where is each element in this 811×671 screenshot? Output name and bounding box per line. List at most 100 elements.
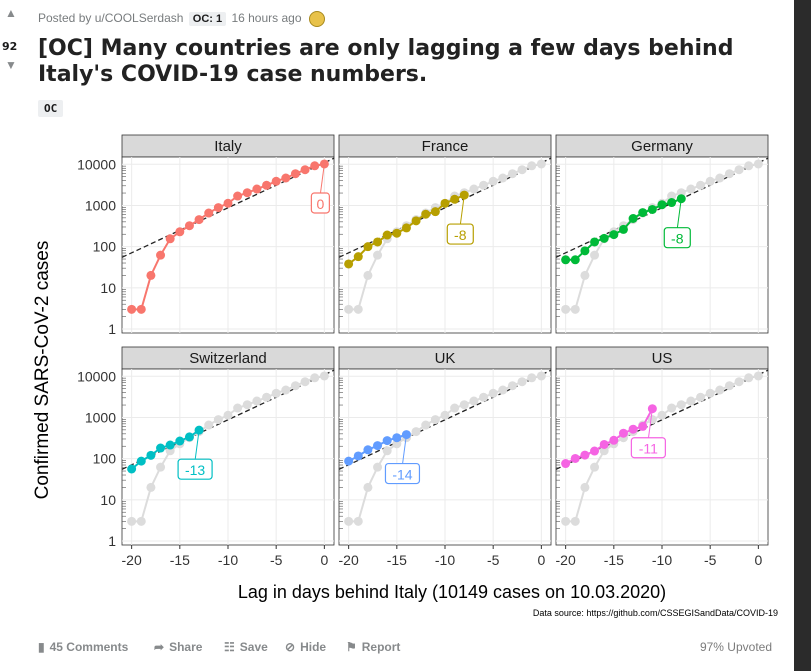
italy-background-point <box>440 410 450 420</box>
italy-background-point <box>696 180 706 190</box>
posted-by-user[interactable]: Posted by u/COOLSerdash <box>38 11 184 26</box>
italy-background-point <box>459 400 469 410</box>
italy-background-point <box>344 304 354 314</box>
panel-germany: Germany -8 <box>555 134 769 334</box>
data-point <box>570 255 580 265</box>
award-icon[interactable] <box>308 11 325 27</box>
lag-label-box <box>630 437 666 459</box>
lag-label: -8 <box>671 231 684 247</box>
italy-background-point <box>667 403 677 413</box>
data-point <box>127 304 137 314</box>
data-point <box>561 255 571 265</box>
comments-button[interactable]: ▮ 45 Comments <box>38 640 128 654</box>
lag-label-box <box>446 223 474 245</box>
italy-background-point <box>715 385 725 395</box>
data-point <box>252 184 262 194</box>
italy-background-point <box>590 462 600 472</box>
italy-background-point <box>382 446 392 456</box>
upvote-ratio: 97% Upvoted <box>699 640 772 654</box>
x-tick-label: -10 <box>218 552 238 568</box>
data-point <box>136 304 146 314</box>
data-point <box>281 173 291 183</box>
hide-button[interactable]: ⊘ Hide <box>285 640 326 654</box>
italy-background-point <box>204 420 214 430</box>
lag-label: -11 <box>639 441 658 457</box>
data-point <box>184 221 194 231</box>
panel-uk: UK -14 -20 -15 -10 -5 0 <box>339 346 552 568</box>
vote-score: 92 <box>2 40 18 53</box>
data-point <box>590 237 600 247</box>
lag-label: -8 <box>454 227 467 243</box>
report-button[interactable]: ⚑ Report <box>346 640 400 654</box>
data-point <box>184 432 194 442</box>
italy-background-point <box>310 373 320 383</box>
data-point <box>618 224 628 234</box>
post-time[interactable]: 16 hours ago <box>231 11 302 26</box>
y-tick-label: 10000 <box>77 368 116 384</box>
data-point <box>667 198 677 208</box>
x-tick-label: -10 <box>652 552 672 568</box>
data-point <box>300 165 310 175</box>
y-tick-label: 1 <box>108 533 116 549</box>
comments-label: 45 Comments <box>49 640 129 654</box>
italy-background-point <box>580 270 590 280</box>
data-point <box>628 424 638 434</box>
data-point <box>353 252 363 262</box>
italy-background-point <box>353 304 363 314</box>
italy-background-point <box>724 169 734 179</box>
flag-icon: ⚑ <box>346 640 357 654</box>
lag-label-box <box>310 192 330 214</box>
y-tick-label: 100 <box>93 451 117 467</box>
data-point <box>430 207 440 217</box>
data-point <box>175 227 185 237</box>
italy-background-point <box>271 388 281 398</box>
panel-us: US -11 -20 -15 -10 -5 0 <box>556 346 769 568</box>
data-point <box>599 233 609 243</box>
label-leader <box>319 163 325 195</box>
arrow-up-icon[interactable]: ▲ <box>5 6 17 20</box>
italy-background-point <box>696 392 706 402</box>
panel-title: Italy <box>214 138 242 155</box>
x-tick-label: -5 <box>704 552 717 568</box>
italy-background-point <box>281 385 291 395</box>
italy-background-point <box>507 381 517 391</box>
panel-switzerland: Switzerland -13 10000 1000 100 10 1 -20 -15 -10 -5… <box>77 346 335 568</box>
italy-background-point <box>421 420 431 430</box>
panel-title: UK <box>435 350 456 367</box>
data-point <box>373 441 383 451</box>
italy-background-point <box>686 396 696 406</box>
post-meta: Posted by u/COOLSerdash OC: 1 16 hours a… <box>38 11 325 27</box>
label-leader <box>194 430 200 461</box>
italy-background-point <box>676 400 686 410</box>
italy-background-point <box>590 250 600 260</box>
italy-background-point <box>488 176 498 186</box>
italy-background-point <box>469 396 479 406</box>
y-tick-label: 1000 <box>85 409 116 425</box>
italy-background-point <box>450 403 460 413</box>
post-flair[interactable]: OC <box>38 100 64 117</box>
italy-background-point <box>136 516 146 526</box>
arrow-down-icon[interactable]: ▼ <box>5 58 17 72</box>
save-button[interactable]: ☷ Save <box>224 640 268 654</box>
data-point <box>421 209 431 219</box>
post-title[interactable]: [OC] Many countries are only lagging a f… <box>38 36 734 87</box>
data-point <box>401 223 411 233</box>
share-button[interactable]: ➦ Share <box>154 640 202 654</box>
italy-background-point <box>363 270 373 280</box>
data-point <box>609 230 619 240</box>
italy-background-point <box>686 184 696 194</box>
data-point <box>363 445 373 455</box>
data-point <box>146 270 156 280</box>
data-point <box>580 246 590 256</box>
italy-background-point <box>734 377 744 387</box>
data-point <box>213 203 223 213</box>
data-point <box>344 456 354 466</box>
share-label: Share <box>169 640 203 654</box>
data-point <box>136 456 146 466</box>
y-tick-label: 1 <box>108 321 116 337</box>
italy-background-point <box>561 516 571 526</box>
hide-label: Hide <box>300 640 327 654</box>
lag-label-box <box>384 462 421 485</box>
data-point <box>599 439 609 449</box>
italy-background-point <box>127 516 137 526</box>
